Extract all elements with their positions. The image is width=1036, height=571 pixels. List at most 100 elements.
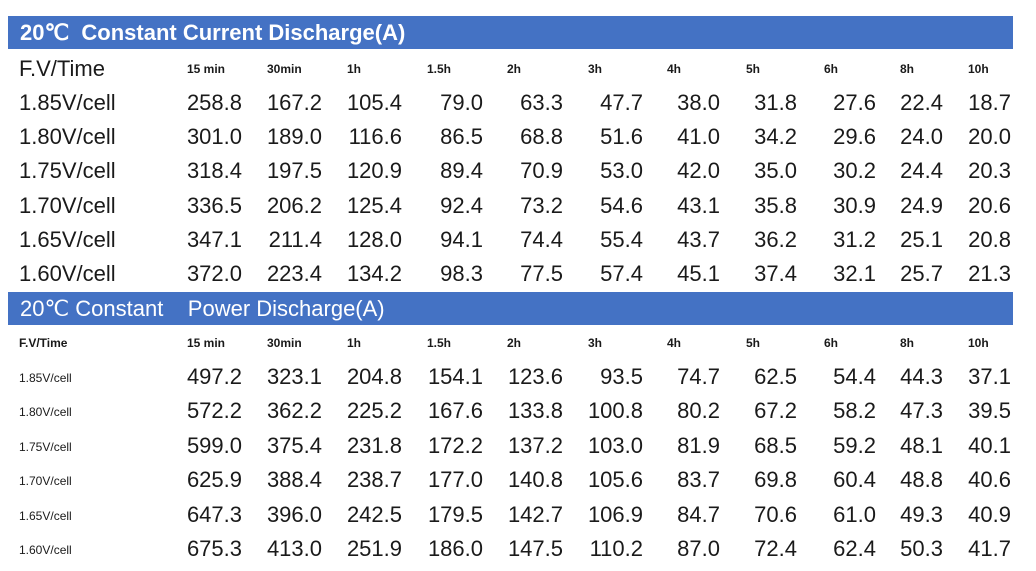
row-label: 1.80V/cell xyxy=(19,405,72,420)
column-header: 5h xyxy=(746,336,761,350)
column-header: 1.5h xyxy=(427,336,452,350)
table-row: 1.75V/cell 599.0 375.4 231.8 172.2 137.2 103.0… xyxy=(0,429,1036,463)
table-cell: 87.0 xyxy=(677,536,720,561)
table-cell: 318.4 xyxy=(186,158,242,184)
row-label: 1.60V/cell xyxy=(19,543,72,557)
table-cell: 167.2 xyxy=(266,90,322,115)
power-discharge-title-bar: 20℃ Constant Power Discharge(A) xyxy=(8,292,1013,325)
current-discharge-title-bar: 20℃ Constant Current Discharge(A) xyxy=(8,16,1013,49)
table-cell: 140.8 xyxy=(507,467,563,493)
table-cell: 68.5 xyxy=(754,432,797,458)
table-cell: 231.8 xyxy=(346,432,402,458)
table-cell: 30.9 xyxy=(833,192,876,218)
table-cell: 572.2 xyxy=(186,398,242,424)
table-cell: 58.2 xyxy=(833,398,876,424)
table-cell: 204.8 xyxy=(346,364,402,389)
table-cell: 31.8 xyxy=(754,90,797,115)
table-cell: 21.3 xyxy=(968,261,1011,286)
column-header: 4h xyxy=(667,336,682,350)
table-cell: 44.3 xyxy=(900,364,943,389)
table-row: 1.60V/cell 372.0 223.4 134.2 98.3 77.5 57.4 45.… xyxy=(0,257,1036,291)
row-label: 1.60V/cell xyxy=(19,261,116,286)
table-cell: 53.0 xyxy=(600,158,643,184)
table-cell: 30.2 xyxy=(833,158,876,184)
table-cell: 116.6 xyxy=(348,124,402,150)
table-cell: 69.8 xyxy=(754,467,797,493)
table-cell: 38.0 xyxy=(677,90,720,115)
column-header: 15 min xyxy=(187,336,226,350)
table-cell: 41.7 xyxy=(968,536,1011,561)
table-cell: 167.6 xyxy=(427,398,483,424)
table-cell: 48.1 xyxy=(900,432,943,458)
table-cell: 647.3 xyxy=(186,501,242,527)
table-cell: 89.4 xyxy=(440,158,483,184)
table-cell: 120.9 xyxy=(346,158,402,184)
power-discharge-title: 20℃ Constant Power Discharge(A) xyxy=(20,296,385,321)
table-cell: 242.5 xyxy=(346,501,402,527)
table-cell: 20.8 xyxy=(968,226,1011,252)
row-label: 1.75V/cell xyxy=(19,439,72,454)
table-cell: 94.1 xyxy=(440,226,483,252)
column-header: 15 min xyxy=(187,62,226,76)
table-cell: 37.1 xyxy=(968,364,1011,389)
table-row: 1.80V/cell 301.0 189.0 116.6 86.5 68.8 51.6 41.… xyxy=(0,120,1036,154)
table-cell: 43.1 xyxy=(677,192,720,218)
column-header: 3h xyxy=(588,62,603,76)
table-cell: 84.7 xyxy=(677,501,720,527)
column-header: 1.5h xyxy=(427,62,452,76)
table-cell: 37.4 xyxy=(754,261,797,286)
table-cell: 375.4 xyxy=(266,432,322,458)
header-row: F.V/Time 15 min 30min 1h 1.5h 2h 3h 4h 5h 6h 8h 10h xyxy=(0,326,1036,360)
table-cell: 68.8 xyxy=(520,124,563,150)
table-row: 1.85V/cell 258.8 167.2 105.4 79.0 63.3 47.7 38.… xyxy=(0,86,1036,120)
header-row: F.V/Time 15 min 30min 1h 1.5h 2h 3h 4h 5h 6h 8h 10h xyxy=(0,52,1036,86)
table-cell: 142.7 xyxy=(507,501,563,527)
table-cell: 79.0 xyxy=(440,90,483,115)
table-cell: 211.4 xyxy=(268,226,322,252)
table-cell: 137.2 xyxy=(507,432,563,458)
column-header: 6h xyxy=(824,336,839,350)
table-row: 1.80V/cell 572.2 362.2 225.2 167.6 133.8 100.8… xyxy=(0,394,1036,428)
table-cell: 72.4 xyxy=(754,536,797,561)
table-row: 1.70V/cell 625.9 388.4 238.7 177.0 140.8 105.6… xyxy=(0,463,1036,497)
table-cell: 60.4 xyxy=(833,467,876,493)
table-cell: 25.7 xyxy=(900,261,943,286)
table-cell: 41.0 xyxy=(677,124,720,150)
table-row: 1.70V/cell 336.5 206.2 125.4 92.4 73.2 54.6 43.… xyxy=(0,189,1036,223)
table-cell: 62.5 xyxy=(754,364,797,389)
table-cell: 225.2 xyxy=(346,398,402,424)
column-header: 6h xyxy=(824,62,839,76)
table-cell: 18.7 xyxy=(968,90,1011,115)
current-discharge-title: 20℃ Constant Current Discharge(A) xyxy=(20,20,406,45)
table-cell: 80.2 xyxy=(677,398,720,424)
table-cell: 100.8 xyxy=(587,398,643,424)
table-cell: 177.0 xyxy=(427,467,483,493)
table-cell: 206.2 xyxy=(266,192,322,218)
table-cell: 39.5 xyxy=(968,398,1011,424)
table-cell: 106.9 xyxy=(587,501,643,527)
table-cell: 147.5 xyxy=(507,536,563,561)
row-label: 1.70V/cell xyxy=(19,192,116,218)
table-row: 1.75V/cell 318.4 197.5 120.9 89.4 70.9 53.0 42.… xyxy=(0,154,1036,188)
table-cell: 197.5 xyxy=(266,158,322,184)
table-cell: 189.0 xyxy=(266,124,322,150)
column-header: 5h xyxy=(746,62,761,76)
table-cell: 223.4 xyxy=(266,261,322,286)
header-label: F.V/Time xyxy=(19,336,68,350)
table-cell: 599.0 xyxy=(186,432,242,458)
row-label: 1.65V/cell xyxy=(19,508,72,523)
table-cell: 36.2 xyxy=(754,226,797,252)
table-cell: 74.7 xyxy=(677,364,720,389)
column-header: 1h xyxy=(347,336,362,350)
table-cell: 83.7 xyxy=(677,467,720,493)
table-cell: 413.0 xyxy=(266,536,322,561)
row-label: 1.80V/cell xyxy=(19,124,116,150)
table-cell: 77.5 xyxy=(520,261,563,286)
table-cell: 86.5 xyxy=(440,124,483,150)
table-cell: 128.0 xyxy=(346,226,402,252)
table-cell: 40.1 xyxy=(968,432,1011,458)
table-cell: 62.4 xyxy=(833,536,876,561)
table-cell: 497.2 xyxy=(186,364,242,389)
table-cell: 61.0 xyxy=(833,501,876,527)
column-header: 4h xyxy=(667,62,682,76)
